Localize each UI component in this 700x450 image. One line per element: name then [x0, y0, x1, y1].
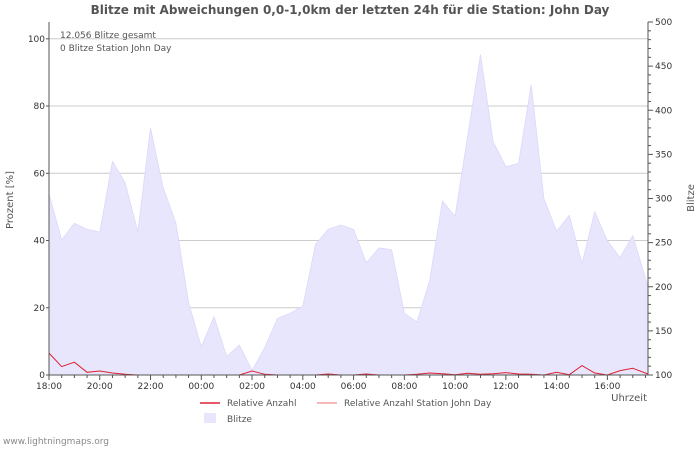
x-tick-label: 18:00 [36, 382, 62, 392]
y-right-tick-label: 150 [655, 327, 672, 337]
y-right-tick-label: 250 [655, 239, 672, 249]
x-tick-label: 04:00 [290, 382, 316, 392]
legend-label-blitze: Blitze [227, 415, 252, 425]
y-left-tick-label: 80 [34, 102, 46, 112]
annotation-station: 0 Blitze Station John Day [60, 44, 172, 54]
y-left-tick-label: 40 [34, 237, 46, 247]
x-axis-label: Uhrzeit [611, 393, 647, 404]
chart-title: Blitze mit Abweichungen 0,0-1,0km der le… [91, 3, 610, 17]
y-axis-left-label: Prozent [%] [5, 171, 16, 229]
axes: 0 20 40 60 80 100 100 150 200 250 300 350 400 450 500 1… [28, 18, 673, 392]
x-tick-label: 20:00 [87, 382, 113, 392]
x-tick-label: 06:00 [341, 382, 367, 392]
y-right-tick-label: 300 [655, 195, 672, 205]
site-credit: www.lightningmaps.org [3, 437, 109, 447]
legend-label-station: Relative Anzahl Station John Day [344, 399, 492, 409]
x-tick-label: 02:00 [239, 382, 265, 392]
blitze-area-path [48, 54, 649, 376]
y-right-tick-label: 450 [655, 62, 672, 72]
y-left-tick-label: 100 [28, 35, 45, 45]
x-tick-label: 12:00 [493, 382, 519, 392]
legend-swatch-blitze [204, 413, 216, 423]
y-right-tick-label: 200 [655, 283, 672, 293]
x-tick-label: 08:00 [391, 382, 417, 392]
y-left-tick-label: 0 [39, 371, 45, 381]
x-tick-label: 16:00 [594, 382, 620, 392]
y-left-tick-label: 20 [34, 304, 46, 314]
x-tick-label: 10:00 [442, 382, 468, 392]
y-right-tick-label: 400 [655, 106, 672, 116]
y-right-tick-label: 100 [655, 371, 672, 381]
x-tick-label: 22:00 [138, 382, 164, 392]
blitze-area [48, 54, 649, 376]
x-tick-label: 14:00 [544, 382, 570, 392]
annotation-total: 12.056 Blitze gesamt [60, 31, 156, 41]
legend-label-relative: Relative Anzahl [227, 399, 296, 409]
x-tick-label: 00:00 [188, 382, 214, 392]
y-left-tick-label: 60 [34, 169, 46, 179]
y-right-tick-label: 350 [655, 150, 672, 160]
y-axis-right-label: Blitze [686, 184, 697, 212]
y-right-tick-label: 500 [655, 18, 672, 28]
legend: Relative Anzahl Relative Anzahl Station … [200, 399, 492, 425]
